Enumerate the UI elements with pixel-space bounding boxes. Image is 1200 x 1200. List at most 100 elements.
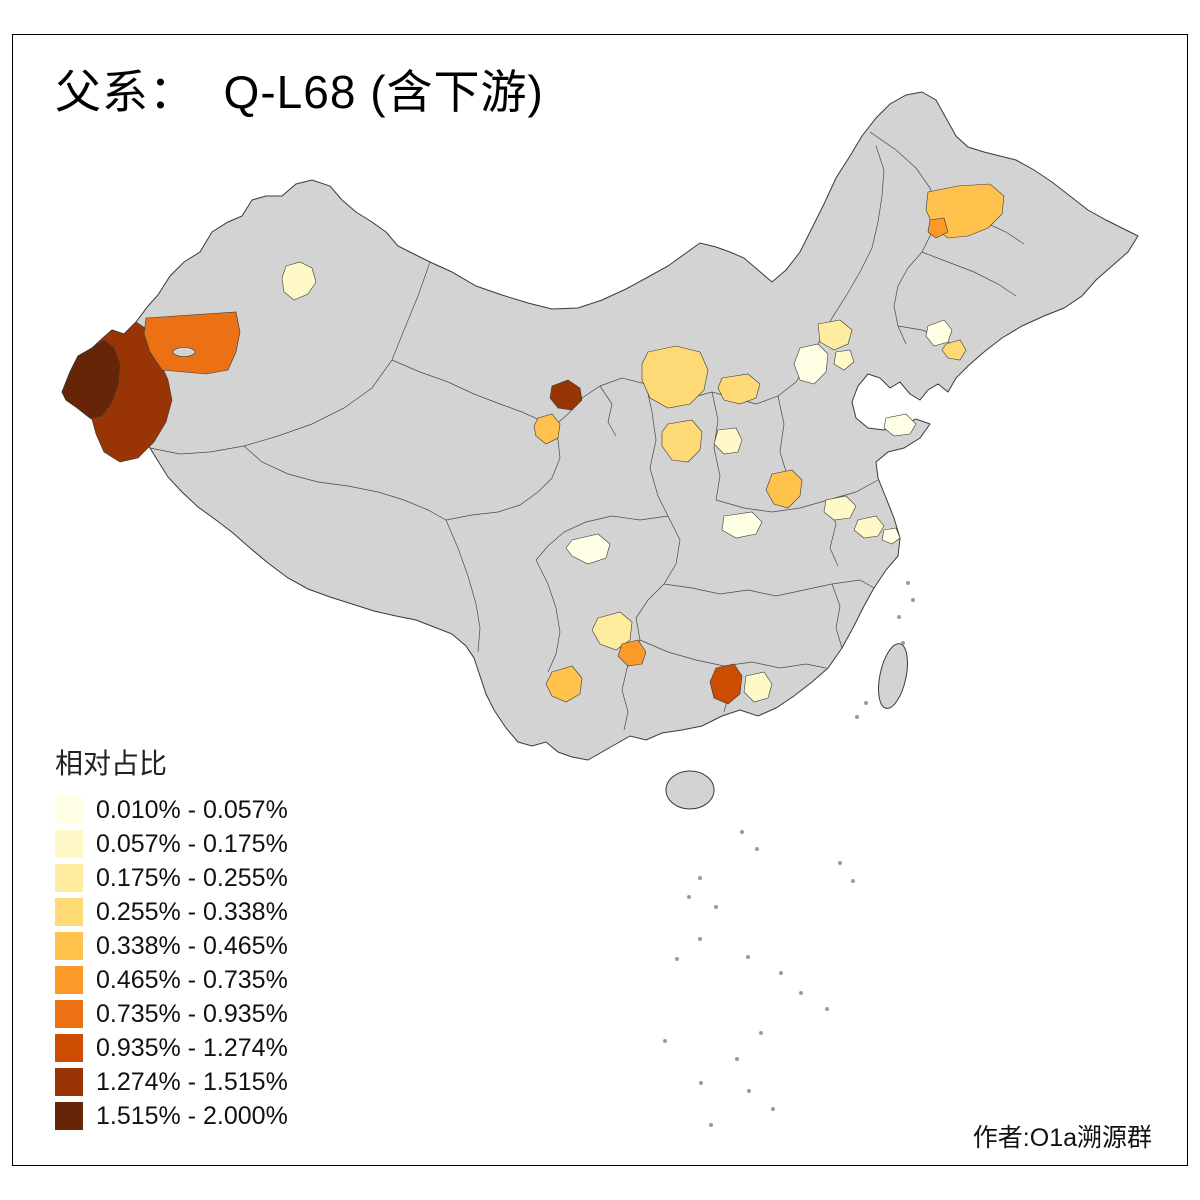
islet (759, 1031, 763, 1035)
province-border (645, 383, 669, 517)
islet (897, 615, 901, 619)
islet (864, 701, 868, 705)
legend-title: 相对占比 (55, 748, 168, 779)
legend-swatch (55, 1034, 83, 1062)
map-region-beijing-area-pale (793, 343, 829, 385)
map-region-hubei (721, 511, 763, 539)
legend-item-label: 1.274% - 1.515% (96, 1068, 288, 1096)
legend-item-label: 0.735% - 0.935% (96, 1000, 288, 1028)
islet (735, 1057, 739, 1061)
map-region-shaanxi-mid (661, 419, 703, 463)
map-region-west-xinjiang-darkest (61, 339, 121, 419)
map-region-gansu-south (533, 413, 561, 445)
map-region-hebei-north (817, 319, 853, 351)
map-region-jiangsu-coast (881, 527, 901, 545)
map-region-shanxi-south (713, 427, 743, 455)
islet (687, 895, 691, 899)
map-region-henan (765, 469, 803, 509)
legend-item: 0.175% - 0.255% (55, 864, 288, 892)
map-region-guangxi-dark (709, 663, 743, 705)
islet (675, 957, 679, 961)
legend-swatch (55, 966, 83, 994)
islet (779, 971, 783, 975)
south-china-sea-islets (663, 581, 915, 1127)
map-region-liaoning-pale (925, 319, 953, 347)
islet (911, 598, 915, 602)
legend-item: 0.735% - 0.935% (55, 1000, 288, 1028)
province-border (715, 479, 879, 513)
map-region-guizhou (617, 639, 647, 667)
province-border (149, 261, 431, 455)
province-border (535, 559, 561, 673)
map-region-central-xinjiang (281, 261, 317, 301)
islet (851, 879, 855, 883)
province-border (777, 395, 789, 479)
map-region-heilongjiang-small (927, 217, 949, 239)
legend-item: 0.010% - 0.057% (55, 796, 288, 824)
mainland-shape (61, 91, 1139, 761)
map-region-sichuan (565, 533, 611, 565)
province-border (639, 639, 827, 669)
islet (855, 715, 859, 719)
map-region-liaoning-orange (941, 339, 967, 361)
islet (825, 1007, 829, 1011)
islet (714, 905, 718, 909)
legend-item: 1.515% - 2.000% (55, 1102, 288, 1130)
map-region-hunan-south (743, 671, 773, 703)
choropleth-regions (61, 183, 1005, 705)
author-credit: 作者:O1a溯源群 (972, 1124, 1152, 1152)
province-border (711, 391, 721, 501)
legend-item-label: 1.515% - 2.000% (96, 1102, 288, 1130)
islet (699, 1081, 703, 1085)
legend-swatch (55, 1068, 83, 1096)
islet (709, 1123, 713, 1127)
province-border (445, 427, 561, 521)
islet (698, 937, 702, 941)
legend-item: 0.935% - 1.274% (55, 1034, 288, 1062)
map-region-inner-mongolia (641, 345, 709, 409)
legend-swatch (55, 830, 83, 858)
province-border (243, 445, 447, 521)
islet (755, 847, 759, 851)
map-region-shandong (883, 413, 917, 437)
legend-item: 0.057% - 0.175% (55, 830, 288, 858)
map-region-hole (172, 347, 196, 357)
islet (740, 830, 744, 834)
province-border (831, 583, 843, 649)
legend-item-label: 0.057% - 0.175% (96, 830, 288, 858)
map-region-xinjiang-band (143, 311, 241, 375)
province-border (391, 359, 553, 429)
legend-swatch (55, 898, 83, 926)
islet (747, 1089, 751, 1093)
province-border (921, 251, 1017, 297)
legend-item-label: 0.935% - 1.274% (96, 1034, 288, 1062)
map-region-tianjin-area (833, 349, 855, 371)
legend-swatch (55, 932, 83, 960)
page-title: 父系： Q-L68 (含下游) (55, 66, 544, 118)
hainan-island (665, 770, 715, 810)
legend-item-label: 0.338% - 0.465% (96, 932, 288, 960)
legend-item-label: 0.010% - 0.057% (96, 796, 288, 824)
province-border (663, 579, 875, 597)
islet (663, 1039, 667, 1043)
islet (799, 991, 803, 995)
province-border (535, 515, 669, 561)
province-border (869, 131, 937, 345)
islet (746, 955, 750, 959)
legend-item: 1.274% - 1.515% (55, 1068, 288, 1096)
legend-item-label: 0.175% - 0.255% (96, 864, 288, 892)
legend-swatch (55, 1000, 83, 1028)
legend-item-label: 0.255% - 0.338% (96, 898, 288, 926)
islet (698, 876, 702, 880)
map-region-henan-east (823, 495, 857, 521)
islet (901, 641, 905, 645)
legend-swatch (55, 1102, 83, 1130)
taiwan-island (878, 643, 908, 709)
map-region-jiangsu (853, 515, 885, 539)
province-border (445, 519, 481, 653)
province-border (599, 385, 617, 437)
map-region-yunnan (545, 665, 583, 703)
legend-swatch (55, 864, 83, 892)
